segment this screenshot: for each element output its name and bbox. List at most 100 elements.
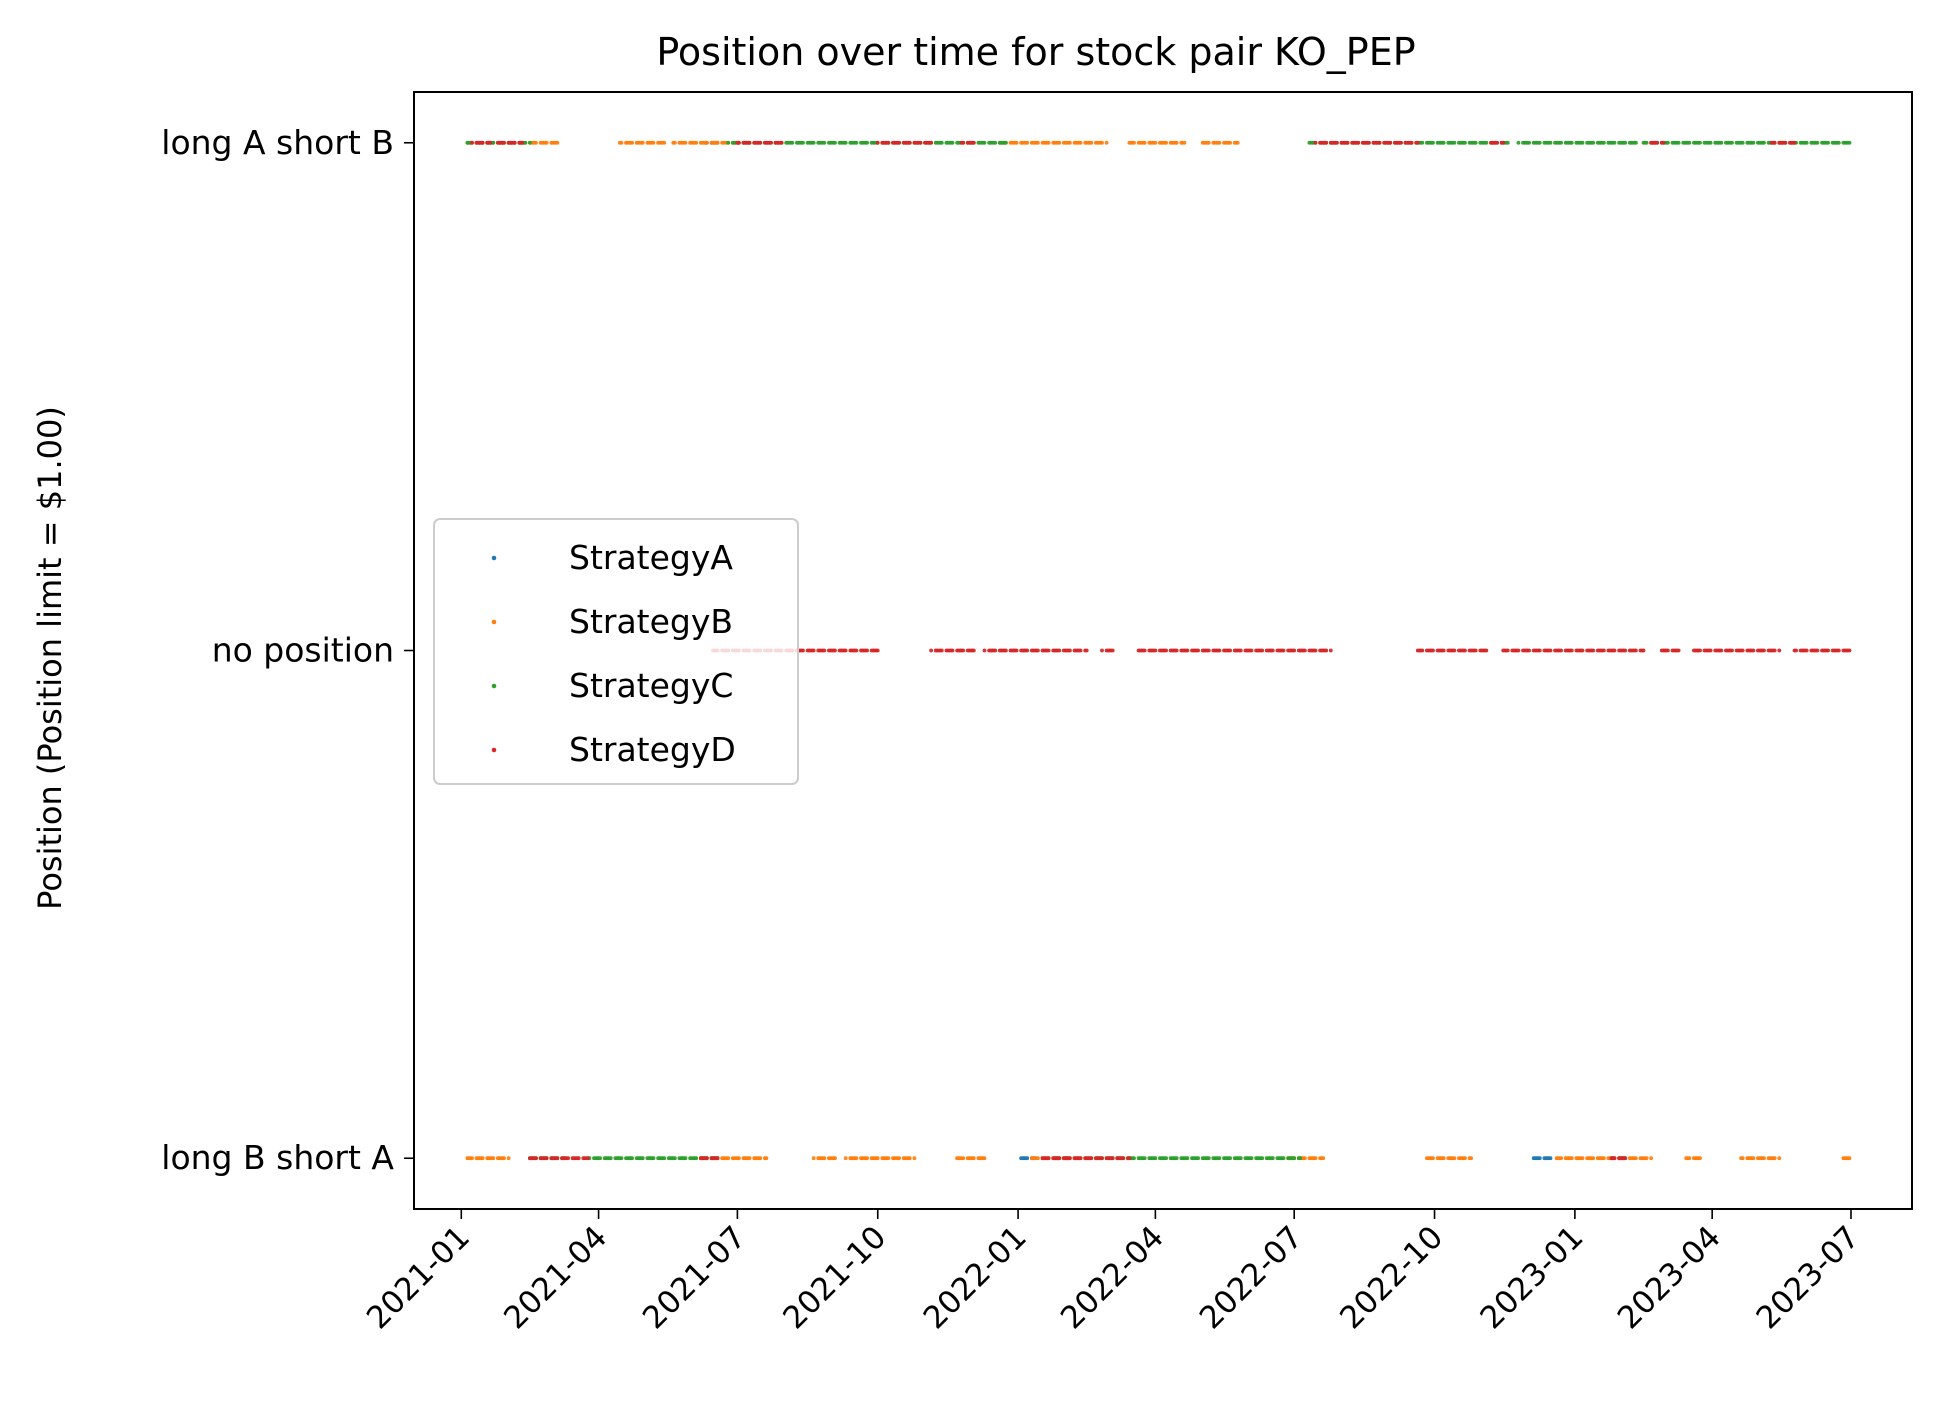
y-tick-label: no position xyxy=(212,631,394,670)
data-point xyxy=(1762,1156,1766,1161)
data-point xyxy=(1068,648,1072,653)
data-point xyxy=(1527,648,1532,653)
data-point xyxy=(1847,140,1852,145)
data-point xyxy=(1612,1156,1617,1161)
data-point xyxy=(1559,648,1564,653)
data-point xyxy=(576,1156,581,1161)
data-point xyxy=(1441,1156,1446,1161)
data-point xyxy=(811,1156,816,1161)
data-point xyxy=(854,648,859,653)
data-point xyxy=(1591,1156,1596,1161)
data-point xyxy=(1110,1156,1115,1161)
x-tick-label: 2021-01 xyxy=(360,1219,477,1336)
data-point xyxy=(1580,648,1585,653)
data-point xyxy=(907,140,912,145)
data-point xyxy=(1196,648,1201,653)
data-point xyxy=(865,140,870,145)
x-tick-label: 2022-04 xyxy=(1054,1219,1171,1336)
data-point xyxy=(1516,648,1521,653)
data-point xyxy=(506,1156,511,1161)
data-point xyxy=(811,140,816,145)
data-point xyxy=(683,1156,688,1161)
data-point xyxy=(662,140,667,145)
data-point xyxy=(1185,648,1190,653)
data-point xyxy=(523,140,528,145)
data-point xyxy=(1495,140,1500,145)
data-point xyxy=(1057,1156,1062,1161)
data-point xyxy=(1409,140,1414,145)
data-point xyxy=(1623,140,1628,145)
data-point xyxy=(758,140,763,145)
data-point xyxy=(747,1156,752,1161)
data-point xyxy=(1501,140,1506,145)
data-point xyxy=(971,648,976,653)
data-point xyxy=(897,1156,902,1161)
data-point xyxy=(1548,648,1553,653)
data-point xyxy=(875,1156,880,1161)
data-point xyxy=(1078,140,1083,145)
data-point xyxy=(1740,1156,1745,1161)
data-point xyxy=(1762,140,1766,145)
data-point xyxy=(1142,648,1147,653)
data-point xyxy=(1206,1156,1211,1161)
data-point xyxy=(470,1156,474,1161)
legend-item: StrategyB xyxy=(491,602,733,641)
data-point xyxy=(1473,648,1478,653)
data-point xyxy=(1388,140,1393,145)
data-point xyxy=(1206,648,1211,653)
data-point xyxy=(865,648,870,653)
data-point xyxy=(488,140,493,145)
data-point xyxy=(971,140,976,145)
data-point xyxy=(1046,1156,1051,1161)
data-point xyxy=(1794,648,1799,653)
data-point xyxy=(875,140,880,145)
x-tick-label: 2022-10 xyxy=(1333,1219,1450,1336)
data-point xyxy=(1174,1156,1179,1161)
data-point xyxy=(1217,648,1222,653)
data-point xyxy=(1399,140,1403,145)
data-point xyxy=(1655,140,1660,145)
data-point xyxy=(1644,1156,1649,1161)
x-tick-label: 2023-04 xyxy=(1611,1219,1728,1336)
data-point xyxy=(1826,140,1831,145)
data-point xyxy=(1142,1156,1147,1161)
data-point xyxy=(1777,648,1782,653)
data-point xyxy=(822,1156,827,1161)
data-point xyxy=(1292,1156,1297,1161)
data-point xyxy=(1431,648,1435,653)
data-point xyxy=(705,140,709,145)
data-point xyxy=(1580,140,1585,145)
data-point xyxy=(726,1156,731,1161)
data-point xyxy=(737,1156,741,1161)
data-point xyxy=(1836,648,1841,653)
data-point xyxy=(1452,648,1457,653)
data-point xyxy=(1469,1156,1474,1161)
x-tick-label: 2021-07 xyxy=(636,1219,753,1336)
data-point xyxy=(470,140,474,145)
data-point xyxy=(1740,648,1745,653)
data-point xyxy=(1249,648,1254,653)
data-point xyxy=(1537,648,1542,653)
data-point xyxy=(1313,648,1318,653)
data-point xyxy=(950,140,955,145)
legend-frame xyxy=(433,518,799,785)
data-point xyxy=(1153,1156,1158,1161)
data-point xyxy=(897,140,902,145)
data-point xyxy=(1057,648,1062,653)
data-point xyxy=(801,140,805,145)
data-point xyxy=(982,1156,987,1161)
data-point xyxy=(480,140,485,145)
data-point xyxy=(801,648,805,653)
data-point xyxy=(950,648,955,653)
data-point xyxy=(1121,1156,1126,1161)
data-point xyxy=(886,140,891,145)
data-point xyxy=(961,1156,966,1161)
data-point xyxy=(1132,140,1136,145)
data-point xyxy=(982,648,987,653)
data-point xyxy=(502,1156,506,1161)
data-point xyxy=(769,140,773,145)
data-point xyxy=(662,1156,667,1161)
data-point xyxy=(1516,140,1521,145)
data-point xyxy=(1676,648,1681,653)
